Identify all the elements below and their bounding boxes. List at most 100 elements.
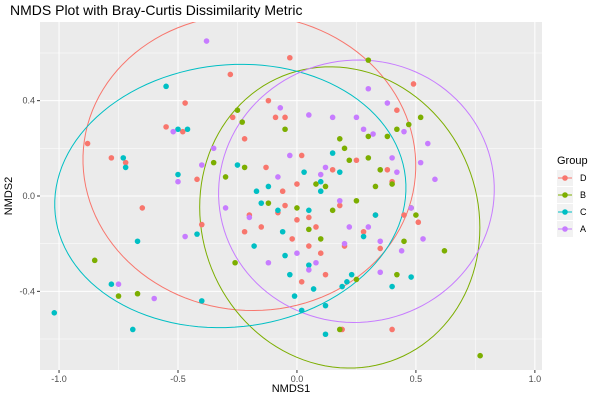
legend-label-A: A xyxy=(580,224,586,234)
grid xyxy=(40,22,542,370)
point-A-14 xyxy=(294,250,300,257)
legend-item-B: B xyxy=(557,187,586,203)
point-B-32 xyxy=(413,212,419,218)
point-C-26 xyxy=(317,188,324,195)
point-B-8 xyxy=(241,164,248,171)
point-C-29 xyxy=(336,169,343,175)
x-tick-label-3: 0.5 xyxy=(410,374,423,384)
point-B-20 xyxy=(353,197,360,204)
point-D-47 xyxy=(287,54,293,61)
data-points xyxy=(51,38,483,359)
point-A-32 xyxy=(398,248,405,254)
point-A-31 xyxy=(394,169,400,175)
point-B-28 xyxy=(394,126,400,133)
point-A-17 xyxy=(313,259,319,266)
point-D-24 xyxy=(298,279,305,285)
point-D-1 xyxy=(108,155,115,161)
point-C-5 xyxy=(134,238,141,245)
point-A-4 xyxy=(182,233,188,240)
point-D-36 xyxy=(377,245,384,252)
point-A-34 xyxy=(408,205,414,211)
point-A-5 xyxy=(198,162,205,168)
point-C-21 xyxy=(298,307,305,314)
legend-title: Group xyxy=(557,155,588,167)
point-A-0 xyxy=(115,281,122,287)
point-C-38 xyxy=(306,262,312,268)
ellipse-B xyxy=(199,66,481,369)
point-D-8 xyxy=(198,221,205,228)
y-tick-label-2: 0.4 xyxy=(22,96,35,106)
y-tick-label-0: -0.4 xyxy=(19,286,35,296)
x-tick-label-1: -0.5 xyxy=(170,374,186,384)
legend-label-B: B xyxy=(580,190,586,200)
point-A-29 xyxy=(384,100,391,106)
y-axis-title: NMDS2 xyxy=(3,177,15,216)
point-B-2 xyxy=(134,290,141,297)
legend-label-C: C xyxy=(580,207,587,217)
point-C-0 xyxy=(51,309,58,316)
point-D-19 xyxy=(279,188,286,195)
legend-item-A: A xyxy=(557,221,586,237)
point-D-17 xyxy=(272,114,279,121)
point-B-18 xyxy=(341,145,348,152)
point-D-25 xyxy=(306,214,312,221)
point-A-25 xyxy=(360,126,367,133)
point-C-11 xyxy=(198,298,205,304)
point-D-3 xyxy=(139,205,146,211)
point-B-23 xyxy=(365,133,372,140)
point-A-24 xyxy=(353,114,360,121)
point-D-26 xyxy=(306,243,312,249)
chart-title: NMDS Plot with Bray-Curtis Dissimilarity… xyxy=(10,2,302,18)
point-A-39 xyxy=(377,269,384,276)
point-D-34 xyxy=(360,228,367,235)
point-D-11 xyxy=(241,135,248,142)
point-A-37 xyxy=(432,176,438,183)
point-C-1 xyxy=(108,281,115,287)
point-D-42 xyxy=(415,219,422,226)
point-B-5 xyxy=(232,259,238,266)
point-B-34 xyxy=(441,248,448,254)
point-C-32 xyxy=(348,271,355,278)
point-A-36 xyxy=(425,140,431,147)
point-A-27 xyxy=(370,131,376,137)
point-D-46 xyxy=(294,217,300,223)
legend-item-C: C xyxy=(557,204,587,220)
legend-item-D: D xyxy=(557,170,587,186)
point-C-6 xyxy=(163,83,169,90)
point-C-22 xyxy=(301,169,307,175)
point-B-13 xyxy=(313,181,319,187)
point-D-39 xyxy=(394,107,400,113)
point-C-20 xyxy=(291,293,298,299)
x-axis-title: NMDS1 xyxy=(272,383,311,395)
x-tick-label-2: 0.0 xyxy=(291,374,304,384)
x-tick-label-0: -1.0 xyxy=(51,374,67,384)
point-D-5 xyxy=(182,100,188,106)
point-A-20 xyxy=(329,114,336,121)
point-A-40 xyxy=(365,85,372,92)
point-C-13 xyxy=(253,188,260,195)
point-C-33 xyxy=(360,233,367,240)
point-A-9 xyxy=(246,214,253,221)
point-D-15 xyxy=(263,164,269,171)
point-D-21 xyxy=(289,236,295,242)
point-A-38 xyxy=(420,236,426,242)
point-D-10 xyxy=(229,114,236,121)
legend-key-point-C xyxy=(562,209,568,215)
point-B-37 xyxy=(394,271,400,278)
point-D-27 xyxy=(313,224,319,230)
point-D-37 xyxy=(384,166,391,173)
point-C-8 xyxy=(175,126,181,133)
point-A-11 xyxy=(275,174,281,180)
point-B-3 xyxy=(210,159,217,166)
point-A-30 xyxy=(389,155,395,161)
point-D-29 xyxy=(322,271,329,278)
y-tick-label-1: 0.0 xyxy=(22,191,35,201)
ellipse-C xyxy=(54,63,407,329)
point-B-26 xyxy=(384,133,391,140)
point-A-33 xyxy=(401,128,407,135)
point-C-39 xyxy=(251,243,257,249)
point-B-16 xyxy=(329,207,336,214)
point-A-16 xyxy=(306,267,312,273)
